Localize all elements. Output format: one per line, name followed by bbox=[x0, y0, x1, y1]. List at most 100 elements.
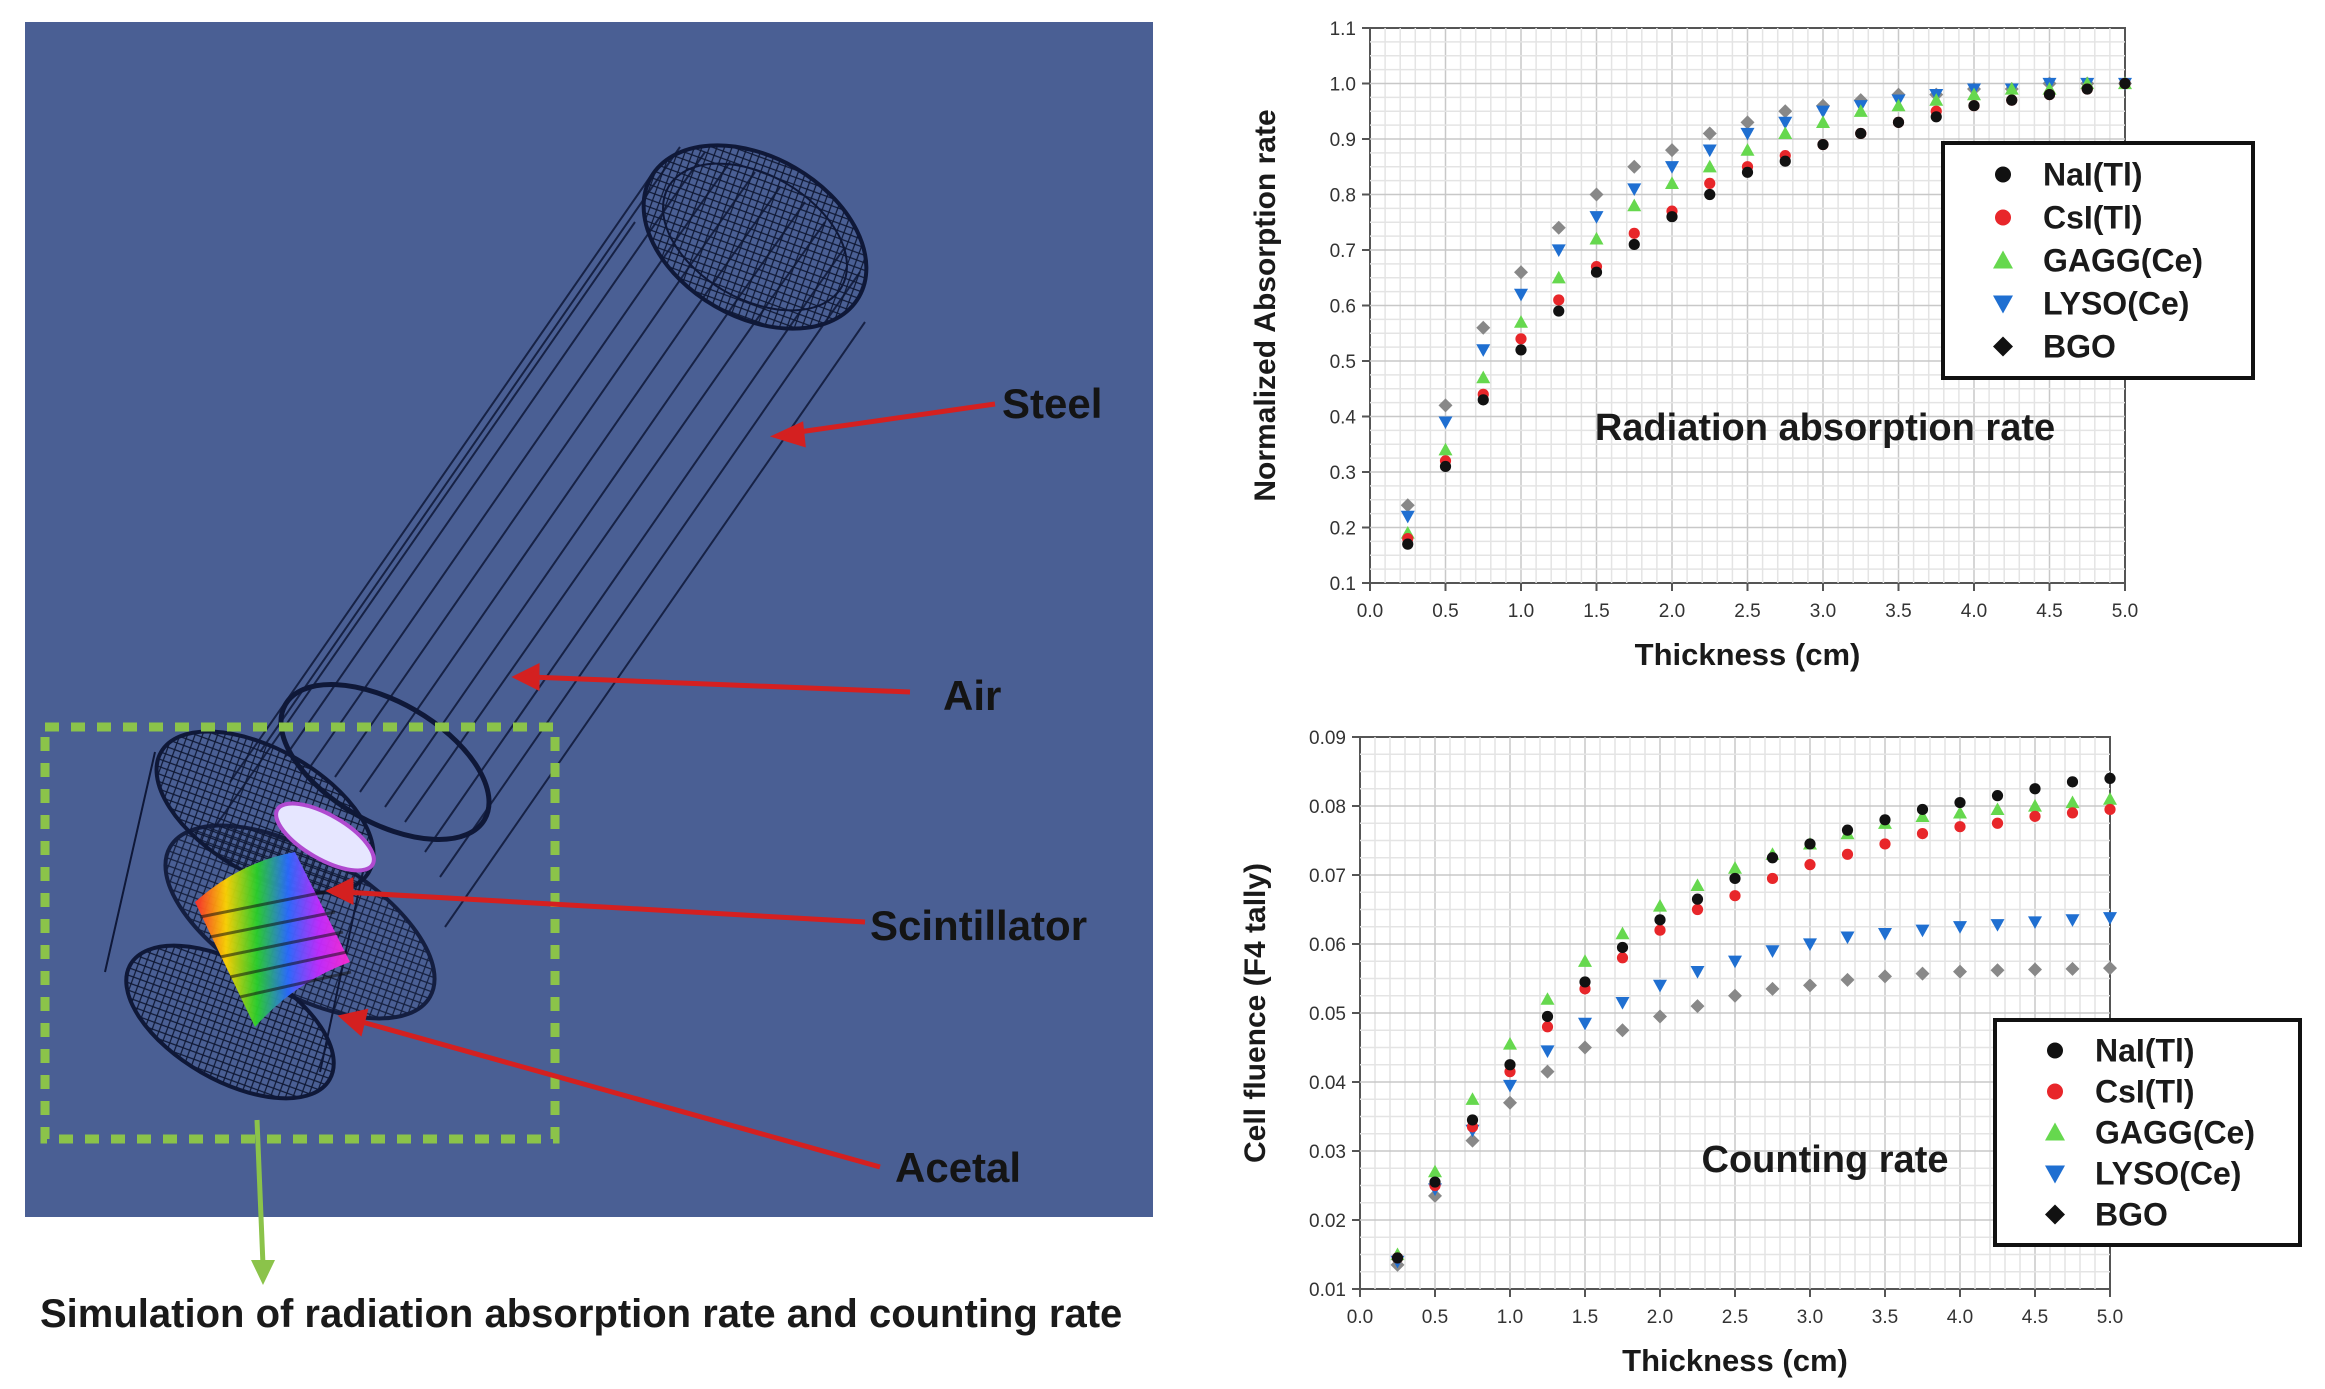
y-tick-label: 0.9 bbox=[1330, 130, 1356, 151]
data-point-csi-tl- bbox=[1628, 227, 1640, 239]
data-point-gagg-ce- bbox=[1740, 143, 1755, 156]
data-point-nai-tl- bbox=[1741, 166, 1754, 178]
y-tick-label: 0.03 bbox=[1309, 1142, 1346, 1163]
data-point-gagg-ce- bbox=[1540, 992, 1555, 1005]
data-point-lyso-ce- bbox=[1728, 955, 1742, 969]
x-tick-label: 3.5 bbox=[1885, 601, 1911, 622]
data-point-nai-tl- bbox=[1541, 1010, 1554, 1023]
data-point-nai-tl- bbox=[1954, 796, 1966, 809]
legend: NaI(Tl) CsI(Tl) GAGG(Ce) LYSO(Ce) BGO bbox=[1941, 141, 2255, 380]
data-point-lyso-ce- bbox=[1702, 144, 1717, 158]
data-point-gagg-ce- bbox=[1514, 315, 1528, 328]
data-point-lyso-ce- bbox=[1690, 966, 1705, 979]
x-tick-label: 2.5 bbox=[1722, 1307, 1748, 1328]
data-point-lyso-ce- bbox=[1578, 1017, 1592, 1031]
data-point-csi-tl- bbox=[1616, 952, 1629, 964]
y-tick-label: 0.04 bbox=[1309, 1073, 1346, 1094]
data-point-gagg-ce- bbox=[1853, 104, 1868, 117]
scintillator-crystal bbox=[195, 801, 376, 1027]
data-point-nai-tl- bbox=[1616, 941, 1629, 954]
data-point-csi-tl- bbox=[1654, 924, 1666, 936]
data-point-gagg-ce- bbox=[1653, 899, 1667, 912]
data-point-csi-tl- bbox=[1704, 177, 1716, 189]
data-point-bgo bbox=[1765, 981, 1780, 996]
data-point-gagg-ce- bbox=[1891, 98, 1906, 112]
data-point-gagg-ce- bbox=[1589, 231, 1604, 245]
data-point-gagg-ce- bbox=[1778, 126, 1793, 140]
y-tick-label: 0.7 bbox=[1330, 241, 1356, 262]
data-point-gagg-ce- bbox=[1578, 954, 1592, 967]
legend: NaI(Tl) CsI(Tl) GAGG(Ce) LYSO(Ce) BGO bbox=[1993, 1018, 2302, 1247]
caption-arrow bbox=[251, 1119, 275, 1285]
data-point-lyso-ce- bbox=[1476, 344, 1491, 357]
data-point-lyso-ce- bbox=[1514, 288, 1528, 302]
legend-marker bbox=[2047, 1042, 2063, 1059]
data-point-nai-tl- bbox=[1779, 155, 1791, 167]
data-point-nai-tl- bbox=[1504, 1059, 1516, 1071]
data-point-lyso-ce- bbox=[1653, 979, 1667, 993]
data-point-gagg-ce- bbox=[1627, 198, 1642, 212]
legend-label: LYSO(Ce) bbox=[2095, 1156, 2241, 1192]
data-point-lyso-ce- bbox=[1503, 1079, 1517, 1093]
absorption-rate-chart: 0.0 0.5 1.0 1.5 2.0 2.5 3.0 3.5 4.0 4.5 5.0 0.1 0.2 0… bbox=[1235, 8, 2255, 673]
data-point-nai-tl- bbox=[1766, 852, 1779, 864]
y-tick-label: 0.6 bbox=[1330, 297, 1356, 318]
data-point-lyso-ce- bbox=[1840, 931, 1855, 945]
data-point-bgo bbox=[1514, 265, 1528, 280]
data-point-csi-tl- bbox=[1804, 859, 1816, 871]
data-point-nai-tl- bbox=[1515, 344, 1527, 356]
y-tick-label: 0.2 bbox=[1330, 519, 1356, 540]
data-point-bgo bbox=[1728, 988, 1742, 1003]
data-point-gagg-ce- bbox=[1428, 1164, 1442, 1178]
data-point-nai-tl- bbox=[2104, 772, 2116, 784]
legend-marker bbox=[1993, 295, 2013, 314]
x-tick-label: 4.5 bbox=[2022, 1307, 2048, 1328]
x-tick-label: 0.0 bbox=[1347, 1307, 1373, 1328]
x-tick-label: 3.5 bbox=[1872, 1307, 1898, 1328]
data-point-bgo bbox=[2065, 961, 2080, 976]
absorption-rate-plot: 0.0 0.5 1.0 1.5 2.0 2.5 3.0 3.5 4.0 4.5 5.0 0.1 0.2 0… bbox=[1249, 19, 2255, 672]
data-point-gagg-ce- bbox=[1816, 115, 1830, 128]
data-point-nai-tl- bbox=[1429, 1176, 1441, 1188]
data-point-nai-tl- bbox=[2066, 776, 2079, 788]
data-point-gagg-ce- bbox=[1702, 159, 1717, 173]
data-point-nai-tl- bbox=[2081, 83, 2093, 95]
data-point-gagg-ce- bbox=[1476, 370, 1491, 384]
data-point-csi-tl- bbox=[1729, 890, 1741, 902]
y-axis-label: Normalized Absorption rate bbox=[1249, 109, 1282, 501]
chart-title: Counting rate bbox=[1702, 1139, 1949, 1181]
data-point-nai-tl- bbox=[1579, 976, 1591, 988]
data-point-bgo bbox=[1702, 126, 1717, 141]
data-point-nai-tl- bbox=[1991, 790, 2004, 802]
data-point-nai-tl- bbox=[1654, 914, 1666, 926]
counting-rate-plot: 0.0 0.5 1.0 1.5 2.0 2.5 3.0 3.5 4.0 4.5 5.0 0.01 0.0… bbox=[1239, 728, 2302, 1378]
data-point-gagg-ce- bbox=[1438, 442, 1453, 456]
data-point-csi-tl- bbox=[2104, 803, 2116, 816]
data-point-nai-tl- bbox=[1439, 460, 1452, 473]
data-point-lyso-ce- bbox=[1816, 105, 1830, 119]
x-axis-label: Thickness (cm) bbox=[1635, 637, 1861, 672]
data-point-lyso-ce- bbox=[1953, 921, 1967, 934]
data-point-csi-tl- bbox=[1541, 1021, 1554, 1033]
legend-box bbox=[1941, 141, 2255, 380]
data-point-bgo bbox=[1840, 972, 1855, 987]
data-point-nai-tl- bbox=[1691, 893, 1704, 905]
x-axis-label: Thickness (cm) bbox=[1622, 1343, 1848, 1378]
data-point-nai-tl- bbox=[1590, 266, 1603, 278]
x-tick-label: 0.5 bbox=[1422, 1307, 1448, 1328]
y-tick-label: 1.1 bbox=[1330, 19, 1356, 40]
x-tick-label: 5.0 bbox=[2097, 1307, 2123, 1328]
data-point-nai-tl- bbox=[1553, 305, 1565, 317]
data-point-gagg-ce- bbox=[1503, 1037, 1517, 1050]
x-tick-label: 1.5 bbox=[1572, 1307, 1598, 1328]
legend-label: NaI(Tl) bbox=[2095, 1033, 2195, 1069]
legend-marker bbox=[2045, 1204, 2065, 1225]
data-point-gagg-ce- bbox=[2004, 82, 2019, 95]
legend-box bbox=[1993, 1018, 2302, 1247]
data-point-bgo bbox=[1740, 115, 1755, 130]
data-point-csi-tl- bbox=[1954, 821, 1966, 833]
data-point-csi-tl- bbox=[1553, 294, 1565, 306]
data-point-gagg-ce- bbox=[1615, 926, 1630, 940]
data-point-bgo bbox=[1540, 1064, 1555, 1079]
data-point-bgo bbox=[1990, 963, 2005, 978]
